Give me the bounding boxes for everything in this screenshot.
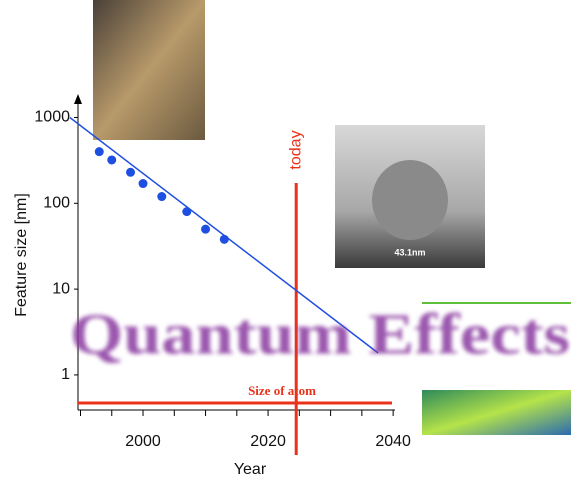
data-point — [126, 167, 136, 177]
tem-gate — [372, 160, 448, 240]
y-axis-label: Feature size [nm] — [13, 193, 30, 317]
atom-label: Size of atom — [248, 383, 316, 398]
x-tick-label: 2020 — [250, 433, 286, 450]
y-axis-arrow — [74, 94, 82, 104]
x-tick-label: 2040 — [375, 433, 411, 450]
quantum-banner: Quantum Effects — [70, 301, 570, 366]
data-point — [94, 147, 104, 157]
image-caption: 43.1nm — [394, 247, 425, 257]
transistor-photo — [93, 0, 205, 140]
x-tick-label: 2000 — [125, 433, 161, 450]
data-point — [107, 155, 117, 165]
data-point — [138, 179, 148, 189]
y-tick-label: 1 — [61, 366, 70, 383]
y-tick-label: 10 — [52, 280, 70, 297]
y-tick-label: 1000 — [34, 109, 70, 126]
y-tick-label: 100 — [43, 195, 70, 212]
data-point — [157, 192, 167, 202]
data-point — [182, 207, 192, 217]
today-label: today — [287, 130, 304, 169]
atom-image — [422, 390, 571, 435]
data-point — [201, 224, 211, 234]
x-axis-label: Year — [234, 461, 267, 478]
data-point — [219, 234, 229, 244]
